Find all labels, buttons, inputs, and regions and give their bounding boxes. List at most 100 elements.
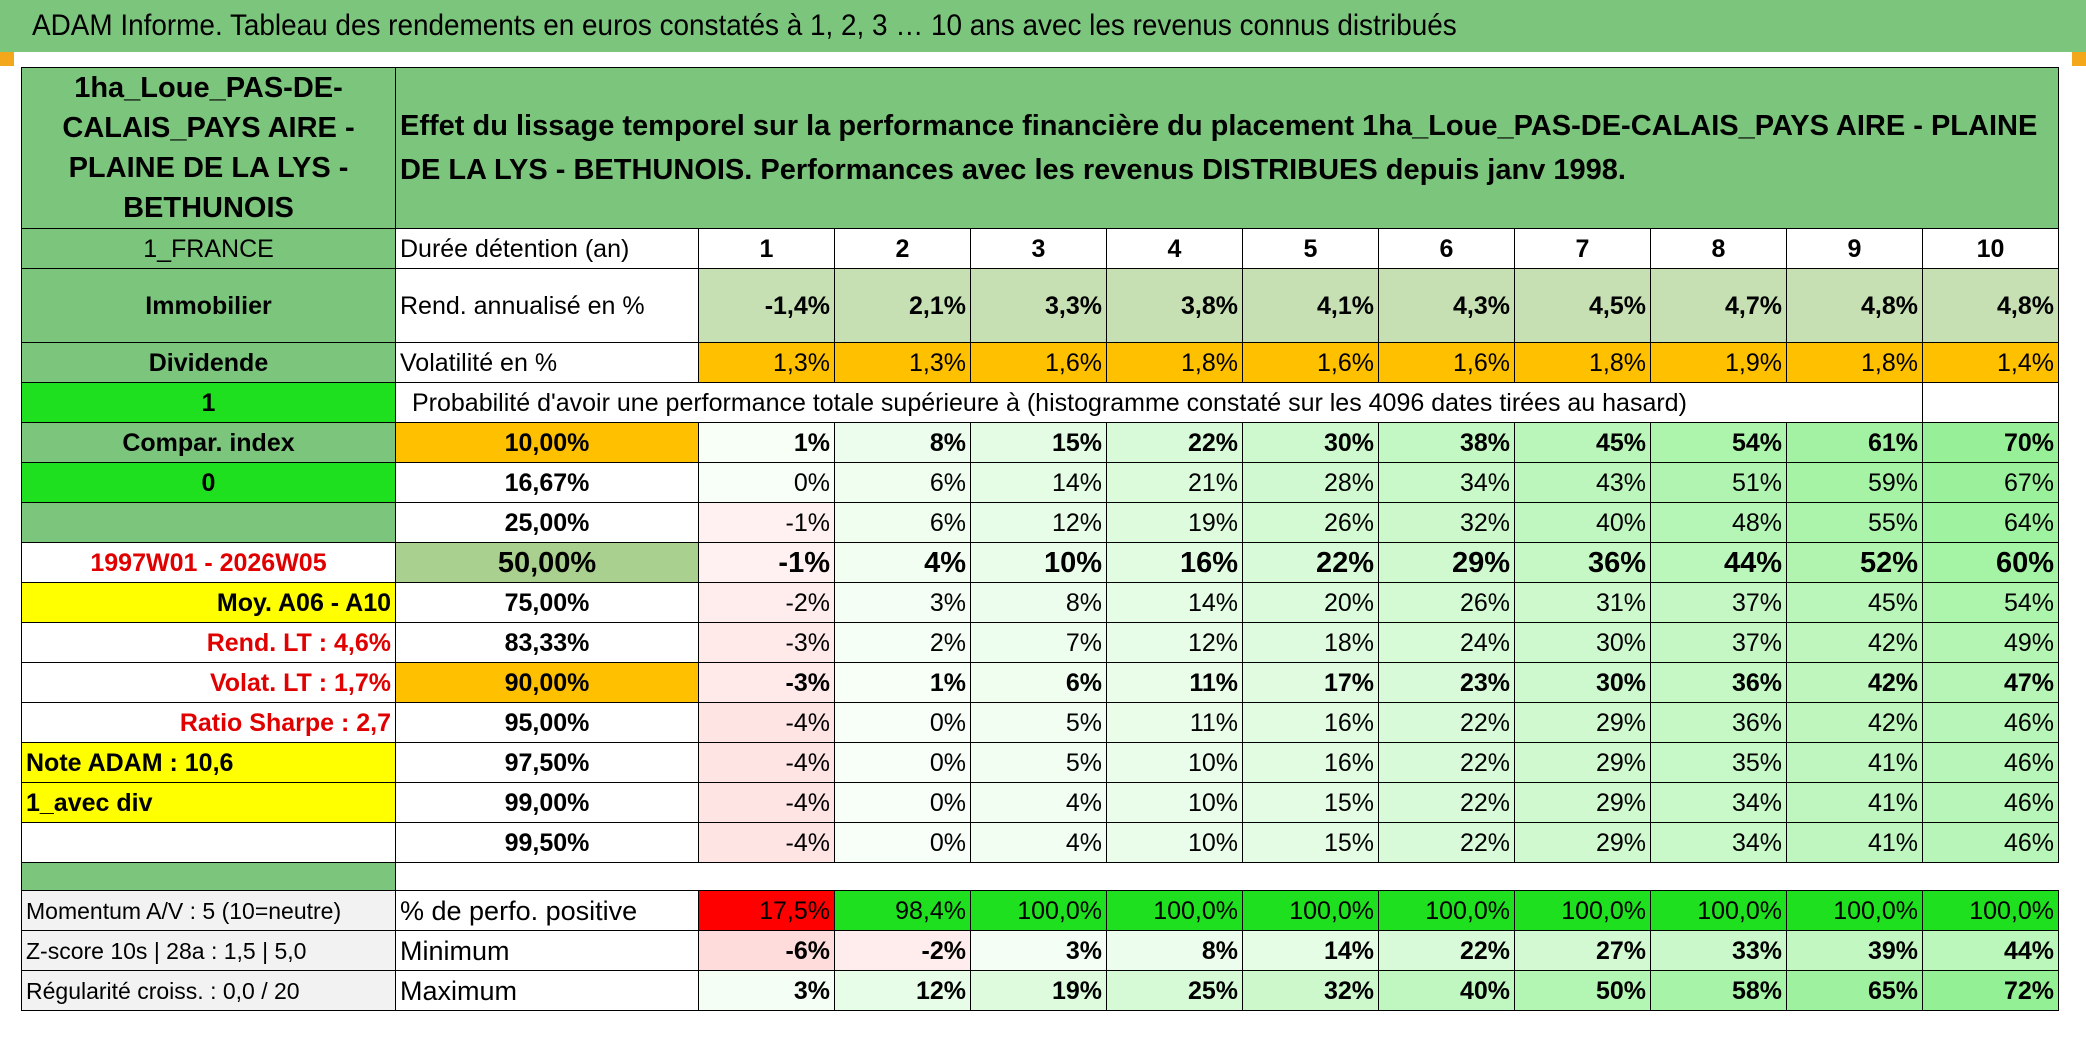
quantile-label: 95,00%	[395, 702, 699, 743]
pos-cell: 100,0%	[1786, 890, 1923, 931]
value1-input[interactable]: 1	[21, 382, 396, 423]
quantile-cell: 36%	[1514, 542, 1651, 583]
quantile-cell: 42%	[1786, 622, 1923, 663]
quantile-cell: 23%	[1378, 662, 1515, 703]
vol-cell: 1,3%	[698, 342, 835, 383]
pos-cell: 100,0%	[1378, 890, 1515, 931]
sharpe-label: Ratio Sharpe : 2,7	[21, 702, 396, 743]
quantile-cell: 41%	[1786, 742, 1923, 783]
quantile-cell: 29%	[1514, 822, 1651, 863]
quantile-cell: 29%	[1514, 702, 1651, 743]
quantile-cell: 36%	[1650, 662, 1787, 703]
min-cell: 3%	[970, 930, 1107, 971]
fund-name: 1ha_Loue_PAS-DE-CALAIS_PAYS AIRE - PLAIN…	[21, 67, 396, 229]
pos-cell: 100,0%	[970, 890, 1107, 931]
quantile-cell: 11%	[1106, 662, 1243, 703]
quantile-cell: 41%	[1786, 822, 1923, 863]
vol-cell: 1,4%	[1922, 342, 2059, 383]
min-cell: -6%	[698, 930, 835, 971]
quantile-cell: 54%	[1922, 582, 2059, 623]
quantile-cell: 22%	[1378, 782, 1515, 823]
quantile-cell: 29%	[1378, 542, 1515, 583]
max-cell: 3%	[698, 970, 835, 1011]
quantile-cell: 37%	[1650, 582, 1787, 623]
moy-label: Moy. A06 - A10	[21, 582, 396, 623]
pos-cell: 100,0%	[1922, 890, 2059, 931]
max-cell: 25%	[1106, 970, 1243, 1011]
quantile-cell: 26%	[1242, 502, 1379, 543]
quantile-cell: -4%	[698, 702, 835, 743]
quantile-cell: 26%	[1378, 582, 1515, 623]
stat-label: Z-score 10s | 28a : 1,5 | 5,0	[21, 930, 396, 971]
quantile-cell: 55%	[1786, 502, 1923, 543]
quantile-cell: 0%	[834, 742, 971, 783]
min-cell: 8%	[1106, 930, 1243, 971]
quantile-label: 99,50%	[395, 822, 699, 863]
max-cell: 58%	[1650, 970, 1787, 1011]
quantile-cell: -1%	[698, 542, 835, 583]
quantile-cell: 34%	[1378, 462, 1515, 503]
volat-lt-label: Volat. LT : 1,7%	[21, 662, 396, 703]
quantile-label: 16,67%	[395, 462, 699, 503]
report-title: ADAM Informe. Tableau des rendements en …	[32, 9, 1457, 42]
min-cell: 14%	[1242, 930, 1379, 971]
quantile-cell: 46%	[1922, 782, 2059, 823]
min-cell: -2%	[834, 930, 971, 971]
quantile-cell: 14%	[1106, 582, 1243, 623]
quantile-cell: -4%	[698, 742, 835, 783]
quantile-cell: 22%	[1378, 742, 1515, 783]
stat-label: Régularité croiss. : 0,0 / 20	[21, 970, 396, 1011]
quantile-cell: 0%	[834, 782, 971, 823]
quantile-cell: 8%	[970, 582, 1107, 623]
max-cell: 65%	[1786, 970, 1923, 1011]
max-cell: 32%	[1242, 970, 1379, 1011]
quantile-label: 83,33%	[395, 622, 699, 663]
quantile-cell: 29%	[1514, 742, 1651, 783]
rend-cell: 2,1%	[834, 268, 971, 343]
max-cell: 40%	[1378, 970, 1515, 1011]
quantile-cell: 46%	[1922, 702, 2059, 743]
rend-cell: -1,4%	[698, 268, 835, 343]
quantile-cell: 12%	[970, 502, 1107, 543]
description: Effet du lissage temporel sur la perform…	[395, 67, 2059, 229]
max-cell: 72%	[1922, 970, 2059, 1011]
value0-input[interactable]: 0	[21, 462, 396, 503]
quantile-cell: 44%	[1650, 542, 1787, 583]
quantile-cell: 22%	[1378, 702, 1515, 743]
rend-lt-label: Rend. LT : 4,6%	[21, 622, 396, 663]
pos-cell: 100,0%	[1650, 890, 1787, 931]
quantile-cell: 30%	[1242, 422, 1379, 463]
quantile-cell: 2%	[834, 622, 971, 663]
quantile-cell: 41%	[1786, 782, 1923, 823]
quantile-cell: 14%	[970, 462, 1107, 503]
quantile-cell: -3%	[698, 662, 835, 703]
year-header: 7	[1514, 228, 1651, 269]
min-cell: 44%	[1922, 930, 2059, 971]
pos-cell: 98,4%	[834, 890, 971, 931]
quantile-cell: 40%	[1514, 502, 1651, 543]
quantile-cell: 37%	[1650, 622, 1787, 663]
rend-label: Rend. annualisé en %	[395, 268, 699, 343]
quantile-cell: 46%	[1922, 742, 2059, 783]
note-label: Note ADAM : 10,6	[21, 742, 396, 783]
min-cell: 27%	[1514, 930, 1651, 971]
quantile-cell: 54%	[1650, 422, 1787, 463]
quantile-cell: 47%	[1922, 662, 2059, 703]
resize-handle-icon[interactable]	[0, 52, 14, 66]
quantile-cell: 5%	[970, 742, 1107, 783]
quantile-cell: 16%	[1242, 702, 1379, 743]
quantile-cell: -1%	[698, 502, 835, 543]
resize-handle-icon[interactable]	[2072, 52, 2086, 66]
rend-cell: 4,7%	[1650, 268, 1787, 343]
rend-cell: 4,8%	[1786, 268, 1923, 343]
quantile-cell: 15%	[970, 422, 1107, 463]
quantile-cell: 34%	[1650, 822, 1787, 863]
quantile-cell: 4%	[970, 822, 1107, 863]
quantile-cell: -4%	[698, 822, 835, 863]
empty-label	[21, 502, 396, 543]
quantile-cell: 3%	[834, 582, 971, 623]
quantile-cell: 10%	[1106, 822, 1243, 863]
quantile-cell: 21%	[1106, 462, 1243, 503]
year-header: 8	[1650, 228, 1787, 269]
row-label: Maximum	[395, 970, 699, 1011]
